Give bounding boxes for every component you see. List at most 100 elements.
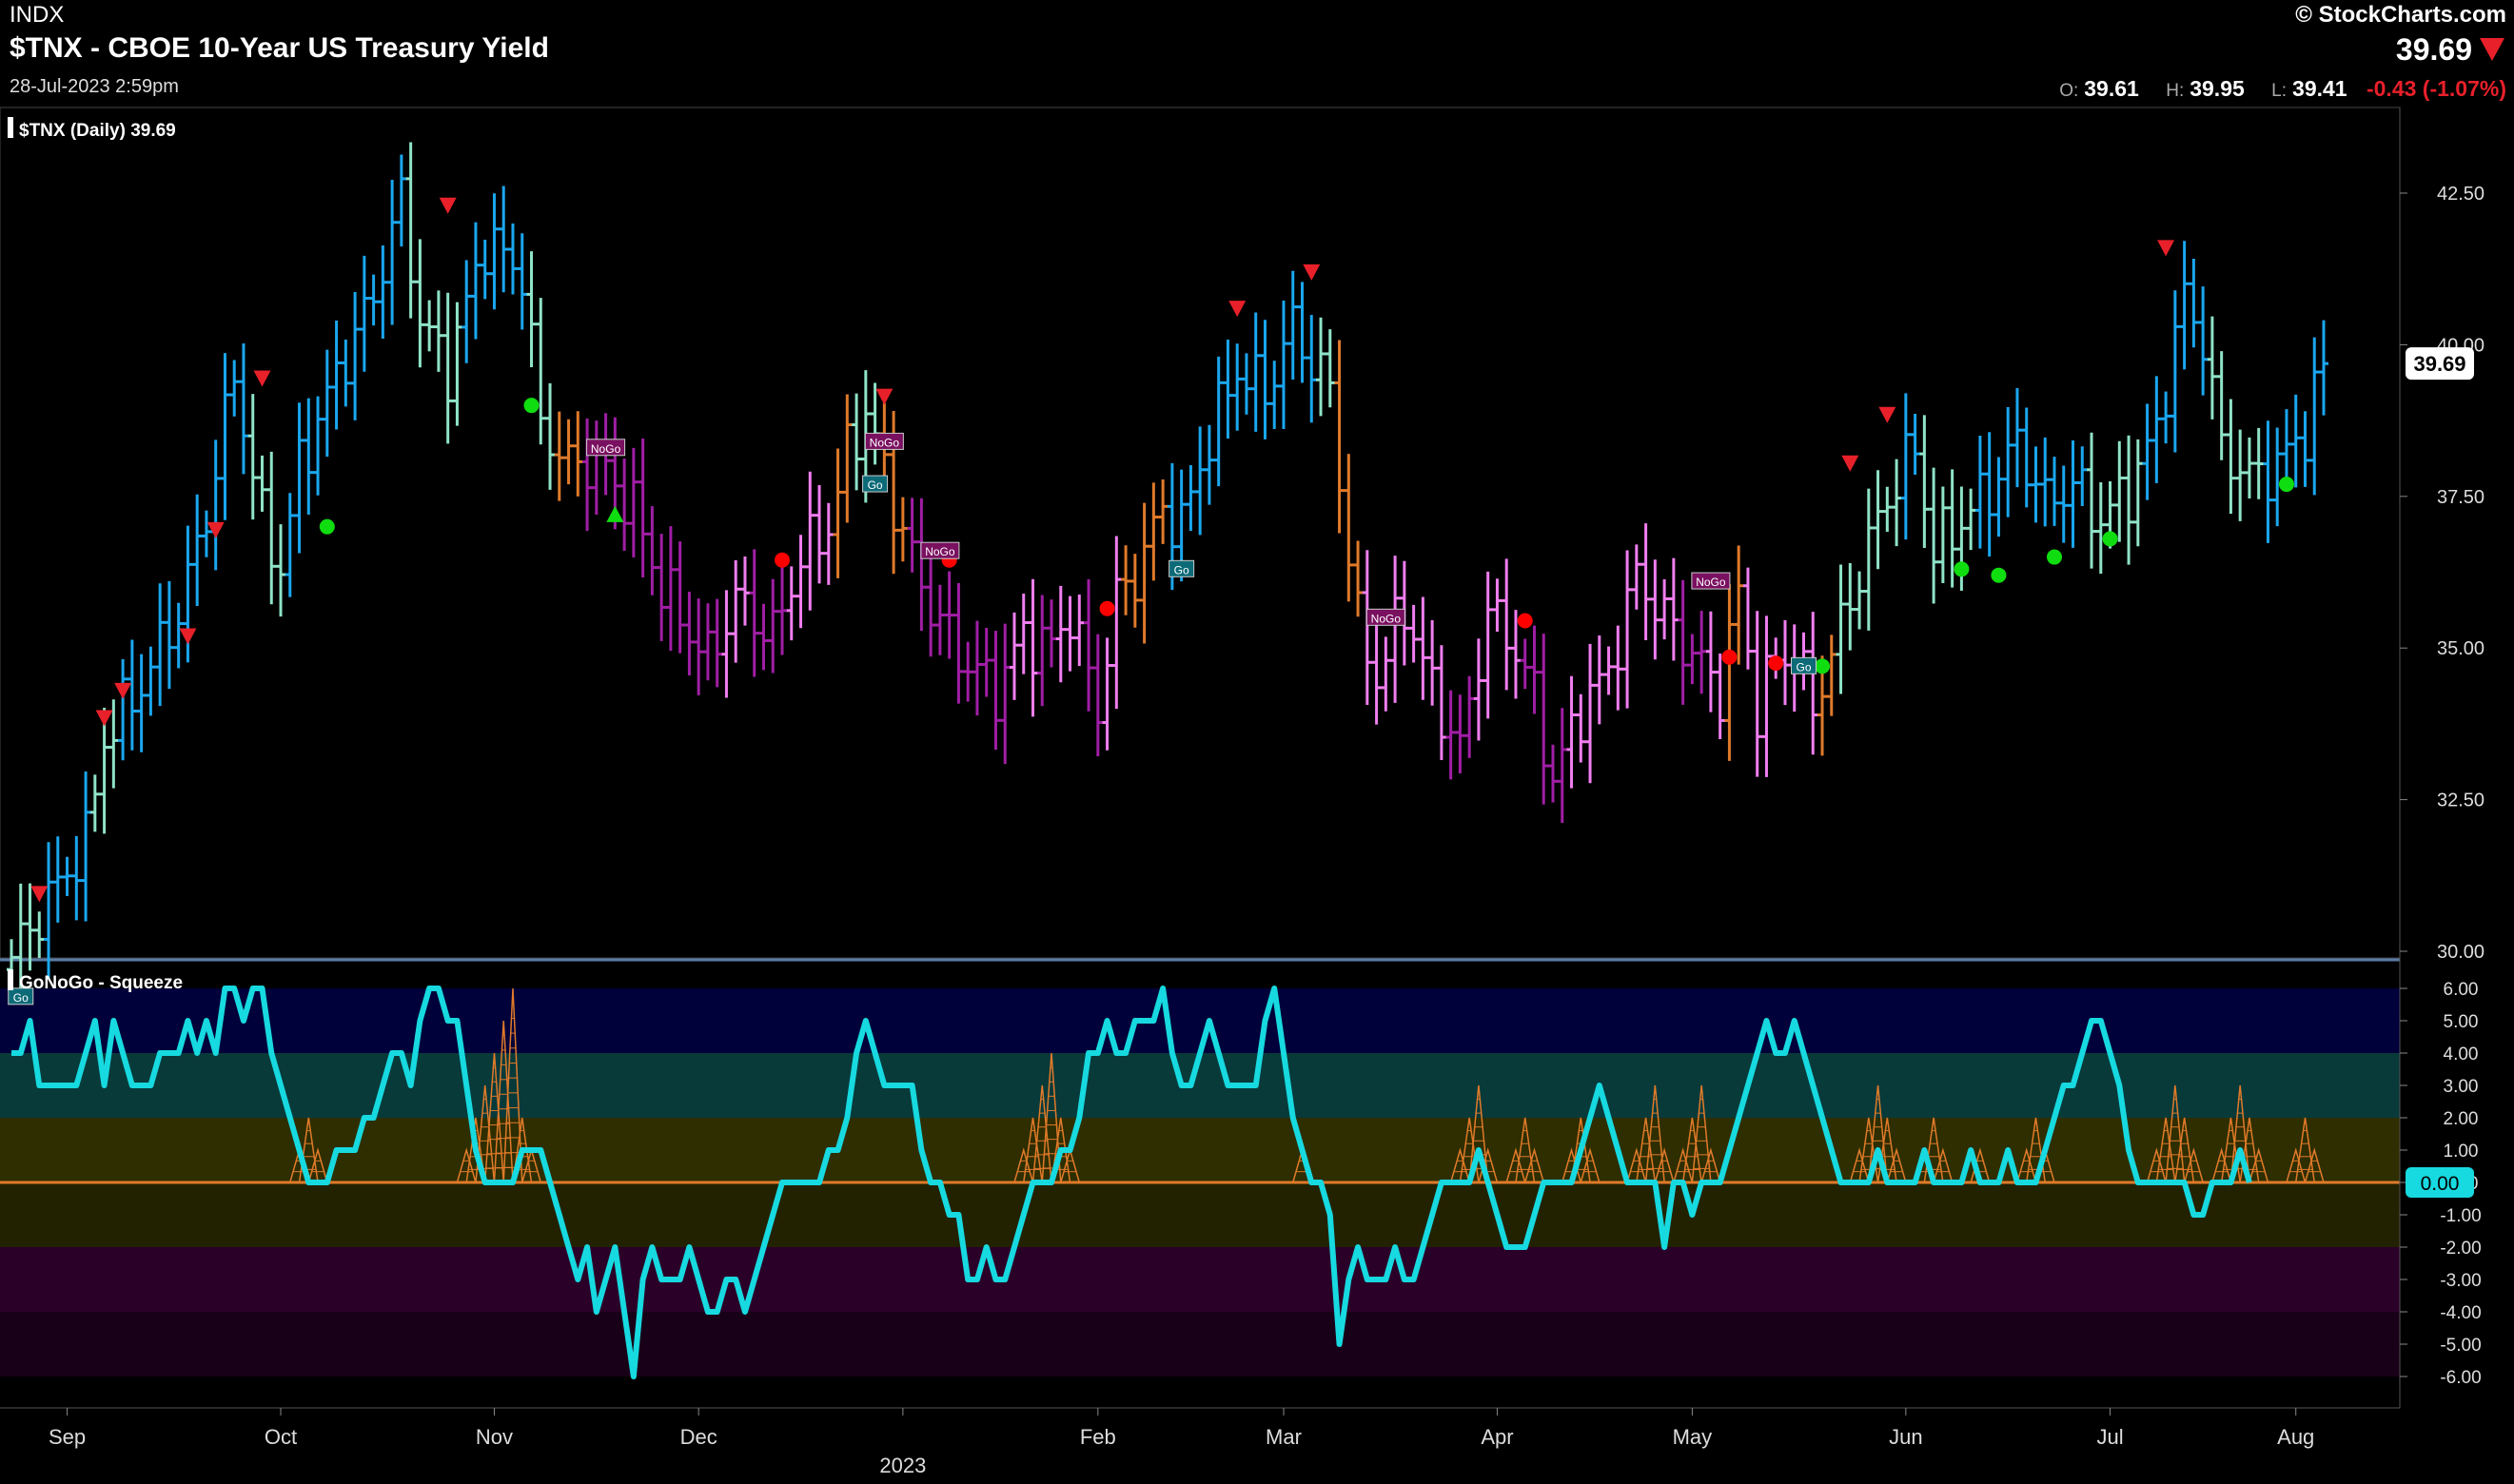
price-bar [582, 418, 593, 532]
price-bar [1910, 413, 1920, 475]
price-bar [1640, 523, 1651, 640]
price-bar [675, 541, 685, 654]
price-bar [1195, 426, 1206, 536]
price-bar [2235, 429, 2246, 521]
price-bar [2226, 399, 2236, 515]
price-bar [1483, 571, 1493, 719]
price-bar [442, 292, 453, 444]
go-label: Go [8, 987, 34, 1006]
price-bar [1613, 625, 1623, 711]
price-bar [2021, 407, 2032, 508]
price-bar [1566, 675, 1577, 789]
oscillator-legend-text: GoNoGo - Squeeze [19, 973, 183, 993]
price-bar [359, 255, 369, 372]
price-bar [786, 566, 796, 641]
open-value: 39.61 [2084, 76, 2139, 101]
price-bar [2049, 457, 2059, 526]
price-bar [2151, 376, 2162, 483]
price-bar [1715, 654, 1725, 739]
price-bar [1084, 578, 1094, 712]
last-price-box [2406, 347, 2474, 381]
price-bar [795, 535, 806, 629]
nogo-dot-icon [1099, 600, 1115, 616]
price-bar [52, 836, 63, 923]
price-bar [944, 571, 954, 659]
signal-label-box [586, 439, 626, 457]
price-bar [2198, 286, 2209, 396]
price-bar [2095, 482, 2106, 575]
price-bar [870, 382, 880, 465]
signal-label-box [862, 475, 889, 493]
price-bar [573, 411, 583, 497]
signal-label-box [864, 432, 904, 450]
price-bar [313, 396, 324, 496]
price-bar [1149, 482, 1159, 581]
squeeze-peak [1644, 1084, 1665, 1183]
last-price: 39.69 [2395, 32, 2472, 67]
price-bar [2244, 437, 2254, 499]
price-bar [276, 524, 286, 617]
price-bar [1102, 637, 1112, 751]
price-bar [2179, 241, 2190, 370]
price-bar [934, 584, 945, 655]
price-bar [526, 251, 537, 368]
price-bar [220, 353, 230, 520]
price-bar [1427, 619, 1438, 706]
oscillator-tick-label: -5.00 [2440, 1336, 2481, 1356]
nogo-dot-icon [1768, 655, 1784, 672]
price-bar [1705, 611, 1716, 713]
price-bar [1548, 744, 1558, 803]
price-legend-text: $TNX (Daily) 39.69 [19, 121, 176, 141]
price-bar [1808, 612, 1818, 755]
signal-label-box [1691, 572, 1731, 590]
price-bar [2272, 427, 2283, 527]
price-bar [1929, 467, 1939, 604]
price-bar [405, 142, 416, 319]
squeeze-peak [2229, 1084, 2250, 1183]
oscillator-axis: 6.00 5.00 4.00 3.00 2.00 1.00 0.00 -1.00 -2.00 -3… [2400, 980, 2482, 1388]
price-bar [517, 233, 527, 330]
price-bar [1826, 635, 1836, 716]
oscillator-legend: GoNoGo - Squeeze [8, 969, 183, 993]
price-bar [1232, 343, 1243, 431]
down-triangle-icon [179, 628, 197, 645]
price-bar [2253, 427, 2264, 499]
signal-markers [30, 197, 2294, 903]
go-dot-icon [1954, 561, 1970, 577]
squeeze-peak [1868, 1084, 1889, 1183]
stockcharts-logo: © StockCharts.com [2295, 2, 2506, 28]
price-bar [1510, 610, 1521, 699]
price-bar [1250, 312, 1261, 432]
oscillator-tick-label: -3.00 [2440, 1271, 2481, 1291]
chart-title: $TNX - CBOE 10-Year US Treasury Yield [10, 32, 549, 64]
price-bar [536, 298, 546, 445]
price-bar [1668, 557, 1679, 661]
squeeze-peak [1636, 1117, 1657, 1183]
price-bar [1761, 615, 1772, 777]
signal-label-text: NoGo [870, 436, 900, 449]
nogo-label: NoGo [1691, 572, 1731, 590]
price-bar [963, 641, 973, 702]
price-bar [1111, 536, 1122, 710]
price-bar [2012, 387, 2022, 488]
price-bar [1855, 571, 1865, 630]
time-axis: Sep Oct Nov Dec 2023 Feb Mar Apr May Jun Jul Aug [0, 1407, 2400, 1477]
down-triangle-icon [2480, 38, 2504, 61]
price-bar [2114, 440, 2125, 542]
time-tick-label: Mar [1266, 1425, 1302, 1449]
price-bar [907, 498, 917, 573]
price-bar [341, 339, 351, 407]
go-dot-icon [1991, 567, 2007, 583]
price-bar [238, 342, 248, 475]
price-bar [1603, 646, 1614, 695]
price-bar [1390, 556, 1401, 703]
price-bar [304, 398, 314, 515]
price-bar [1325, 329, 1335, 408]
down-triangle-icon [2157, 240, 2175, 257]
price-bar [2031, 446, 2041, 523]
price-bar [1287, 270, 1298, 380]
price-bar [1018, 594, 1029, 674]
price-bar [415, 239, 425, 368]
price-bar [1994, 457, 2004, 537]
